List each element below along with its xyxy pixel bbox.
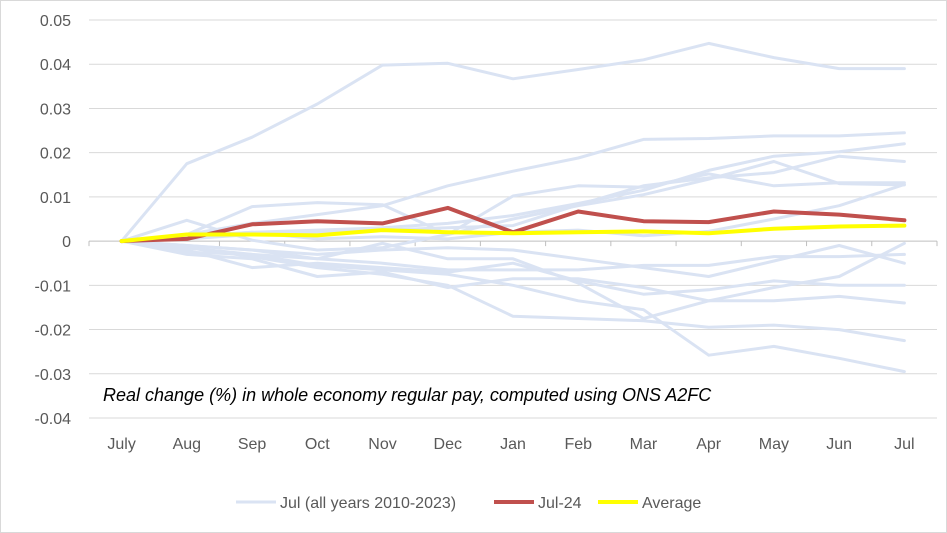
legend-label: Jul (all years 2010-2023) <box>280 495 456 512</box>
y-tick-label: -0.03 <box>35 367 72 384</box>
series-line-average <box>119 223 907 244</box>
series-line-historical-year <box>120 172 906 252</box>
series-line-historical-year <box>120 239 906 305</box>
y-tick-label: 0.03 <box>40 101 71 118</box>
highlight-series-lines <box>119 205 907 244</box>
x-tick-label: Sep <box>238 436 267 453</box>
x-tick-label: Mar <box>630 436 658 453</box>
x-tick-label: Feb <box>564 436 592 453</box>
x-axis-tick-labels: July Aug Sep Oct Nov Dec Jan Feb Mar Apr May Jun Jul <box>107 436 914 453</box>
series-line-historical-year <box>120 160 906 243</box>
x-tick-label: Oct <box>305 436 330 453</box>
series-line-historical-year <box>120 41 906 243</box>
y-tick-label: 0 <box>62 234 71 251</box>
x-tick-label: Dec <box>434 436 462 453</box>
y-tick-label: -0.04 <box>35 411 72 428</box>
x-tick-label: May <box>759 436 789 453</box>
legend-label: Jul-24 <box>538 495 582 512</box>
x-tick-label: Jan <box>500 436 526 453</box>
x-tick-label: Nov <box>368 436 396 453</box>
y-tick-label: 0.02 <box>40 146 71 163</box>
x-tick-label: Jun <box>826 436 852 453</box>
x-tick-label: Jul <box>894 436 914 453</box>
y-tick-label: 0.01 <box>40 190 71 207</box>
x-tick-label: Aug <box>173 436 201 453</box>
background-series-lines <box>120 41 906 374</box>
chart-annotation: Real change (%) in whole economy regular… <box>103 385 712 405</box>
y-tick-label: 0.05 <box>40 13 71 30</box>
gridlines <box>89 19 937 419</box>
y-tick-label: -0.01 <box>35 278 72 295</box>
x-tick-label: Apr <box>696 436 722 453</box>
series-line-historical-year <box>120 239 906 272</box>
legend-label: Average <box>642 495 701 512</box>
y-tick-label: -0.02 <box>35 323 72 340</box>
legend: Jul (all years 2010-2023) Jul-24 Average <box>236 495 701 512</box>
y-axis-tick-labels: 0.05 0.04 0.03 0.02 0.01 0 -0.01 -0.02 -0.03 -0.0… <box>35 13 72 428</box>
series-line-historical-year <box>120 239 906 320</box>
series-line-historical-year <box>120 239 906 343</box>
series-line-historical-year <box>120 239 906 296</box>
y-tick-label: 0.04 <box>40 57 71 74</box>
x-tick-label: July <box>107 436 135 453</box>
